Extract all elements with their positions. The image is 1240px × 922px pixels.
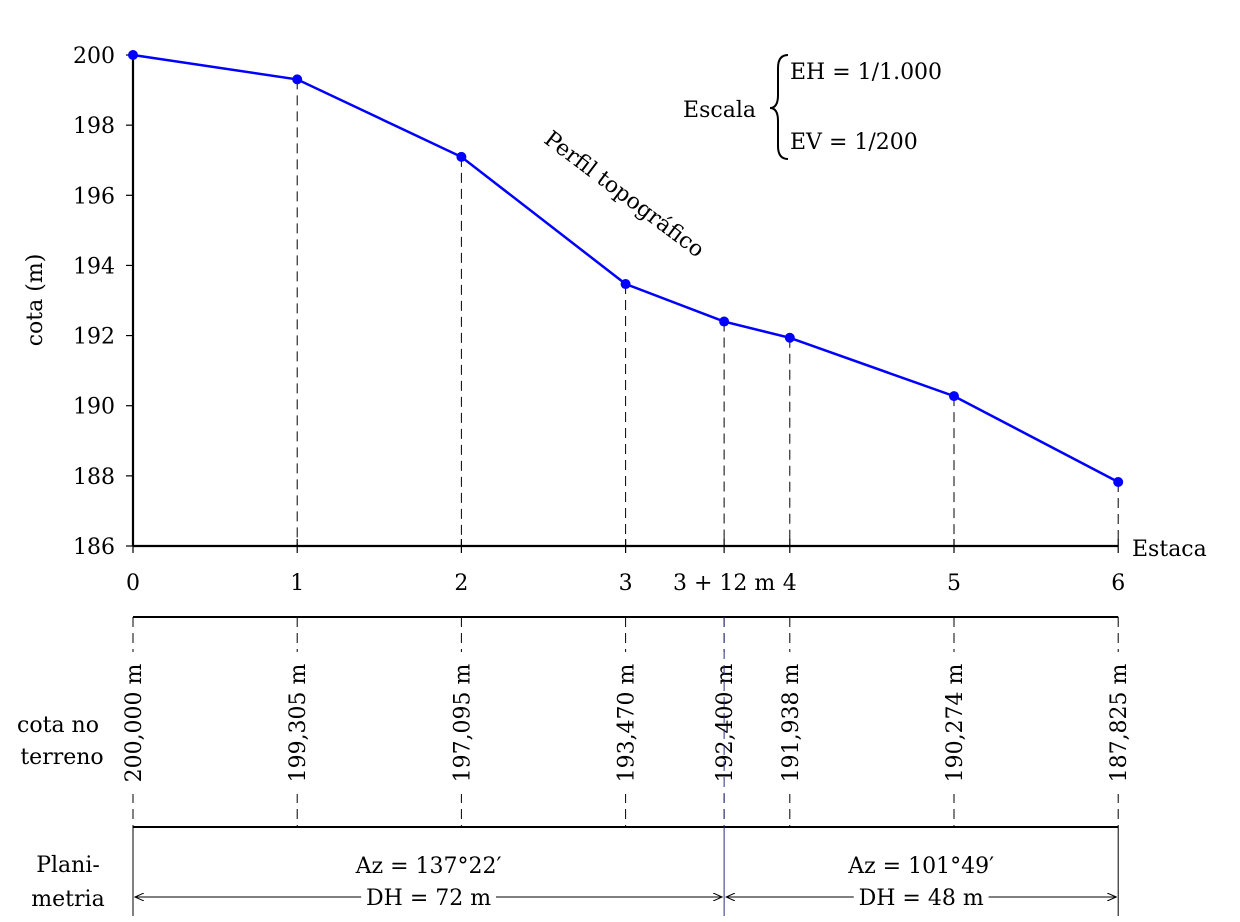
profile-point — [292, 74, 303, 85]
scale-horizontal: EH = 1/1.000 — [790, 60, 942, 85]
axes — [126, 54, 1119, 553]
x-tick-label: 2 — [454, 571, 468, 596]
cota-text-bg — [775, 652, 804, 794]
profile-point — [949, 391, 959, 402]
cota-text-bg — [447, 652, 476, 794]
y-tick-label: 194 — [73, 254, 115, 279]
scale-vertical: EV = 1/200 — [790, 130, 918, 155]
scale-brace — [769, 54, 789, 160]
plani-row-label-line2: metria — [31, 887, 104, 912]
cota-value: 199,305 m — [286, 663, 311, 782]
y-tick-label: 200 — [73, 44, 115, 69]
profile-point — [784, 332, 795, 343]
profile-line — [132, 53, 1119, 484]
cota-text-bg — [119, 652, 147, 794]
x-axis-title: Estaca — [1132, 537, 1207, 562]
profile-point — [620, 279, 631, 290]
y-tick-label: 188 — [73, 465, 115, 490]
segment-azimuth: Az = 137°22′ — [355, 854, 502, 879]
cota-value: 191,938 m — [779, 663, 804, 782]
plani-row-label-line1: Plani- — [36, 853, 100, 878]
profile-table: 200,000 m 199,305 m 197,095 m 193,470 m 192,… — [17, 616, 1133, 916]
cota-value: 192,400 m — [713, 663, 738, 782]
cota-value: 197,095 m — [450, 663, 475, 782]
x-tick-label: 3 + 12 m — [673, 571, 775, 596]
y-tick-label: 196 — [73, 184, 115, 209]
profile-series — [128, 50, 1124, 487]
scale-annotation: Escala EH = 1/1.000 EV = 1/200 — [683, 54, 942, 160]
segment-azimuth: Az = 101°49′ — [847, 854, 994, 879]
cota-value: 190,274 m — [943, 663, 968, 782]
x-tick-label: 3 — [619, 571, 633, 596]
y-tick-label: 192 — [73, 325, 115, 350]
profile-point — [719, 316, 730, 327]
cota-text-bg — [611, 652, 640, 794]
profile-point — [1113, 476, 1124, 487]
cota-text-bg — [283, 652, 312, 794]
cota-text-bg — [1104, 652, 1133, 794]
cota-value: 200,000 m — [122, 663, 147, 782]
cota-text-bg — [940, 652, 968, 794]
profile-point — [128, 50, 138, 61]
y-axis-title: cota (m) — [23, 254, 48, 347]
profile-point — [456, 151, 467, 162]
cota-row-label-line1: cota no — [17, 713, 99, 738]
cota-value: 187,825 m — [1107, 663, 1132, 782]
y-tick-label: 186 — [73, 535, 115, 560]
axis-labels: 186 188 190 192 194 196 198 200 0 1 2 3 3 + 12 m 4 5 6 c… — [23, 44, 1207, 596]
segment-distance: DH = 72 m — [366, 886, 491, 911]
profile-line-label: Perfil topográfico — [539, 127, 709, 263]
x-tick-label: 0 — [126, 571, 140, 596]
x-tick-label: 4 — [783, 571, 797, 596]
cota-row-label-line2: terreno — [20, 745, 103, 770]
y-tick-label: 198 — [73, 114, 115, 139]
y-tick-label: 190 — [73, 395, 115, 420]
segment-distance: DH = 48 m — [859, 886, 984, 911]
x-tick-label: 6 — [1111, 571, 1125, 596]
x-tick-label: 1 — [290, 571, 304, 596]
cota-value: 193,470 m — [615, 663, 640, 782]
scale-label: Escala — [683, 98, 756, 123]
x-tick-label: 5 — [947, 571, 961, 596]
